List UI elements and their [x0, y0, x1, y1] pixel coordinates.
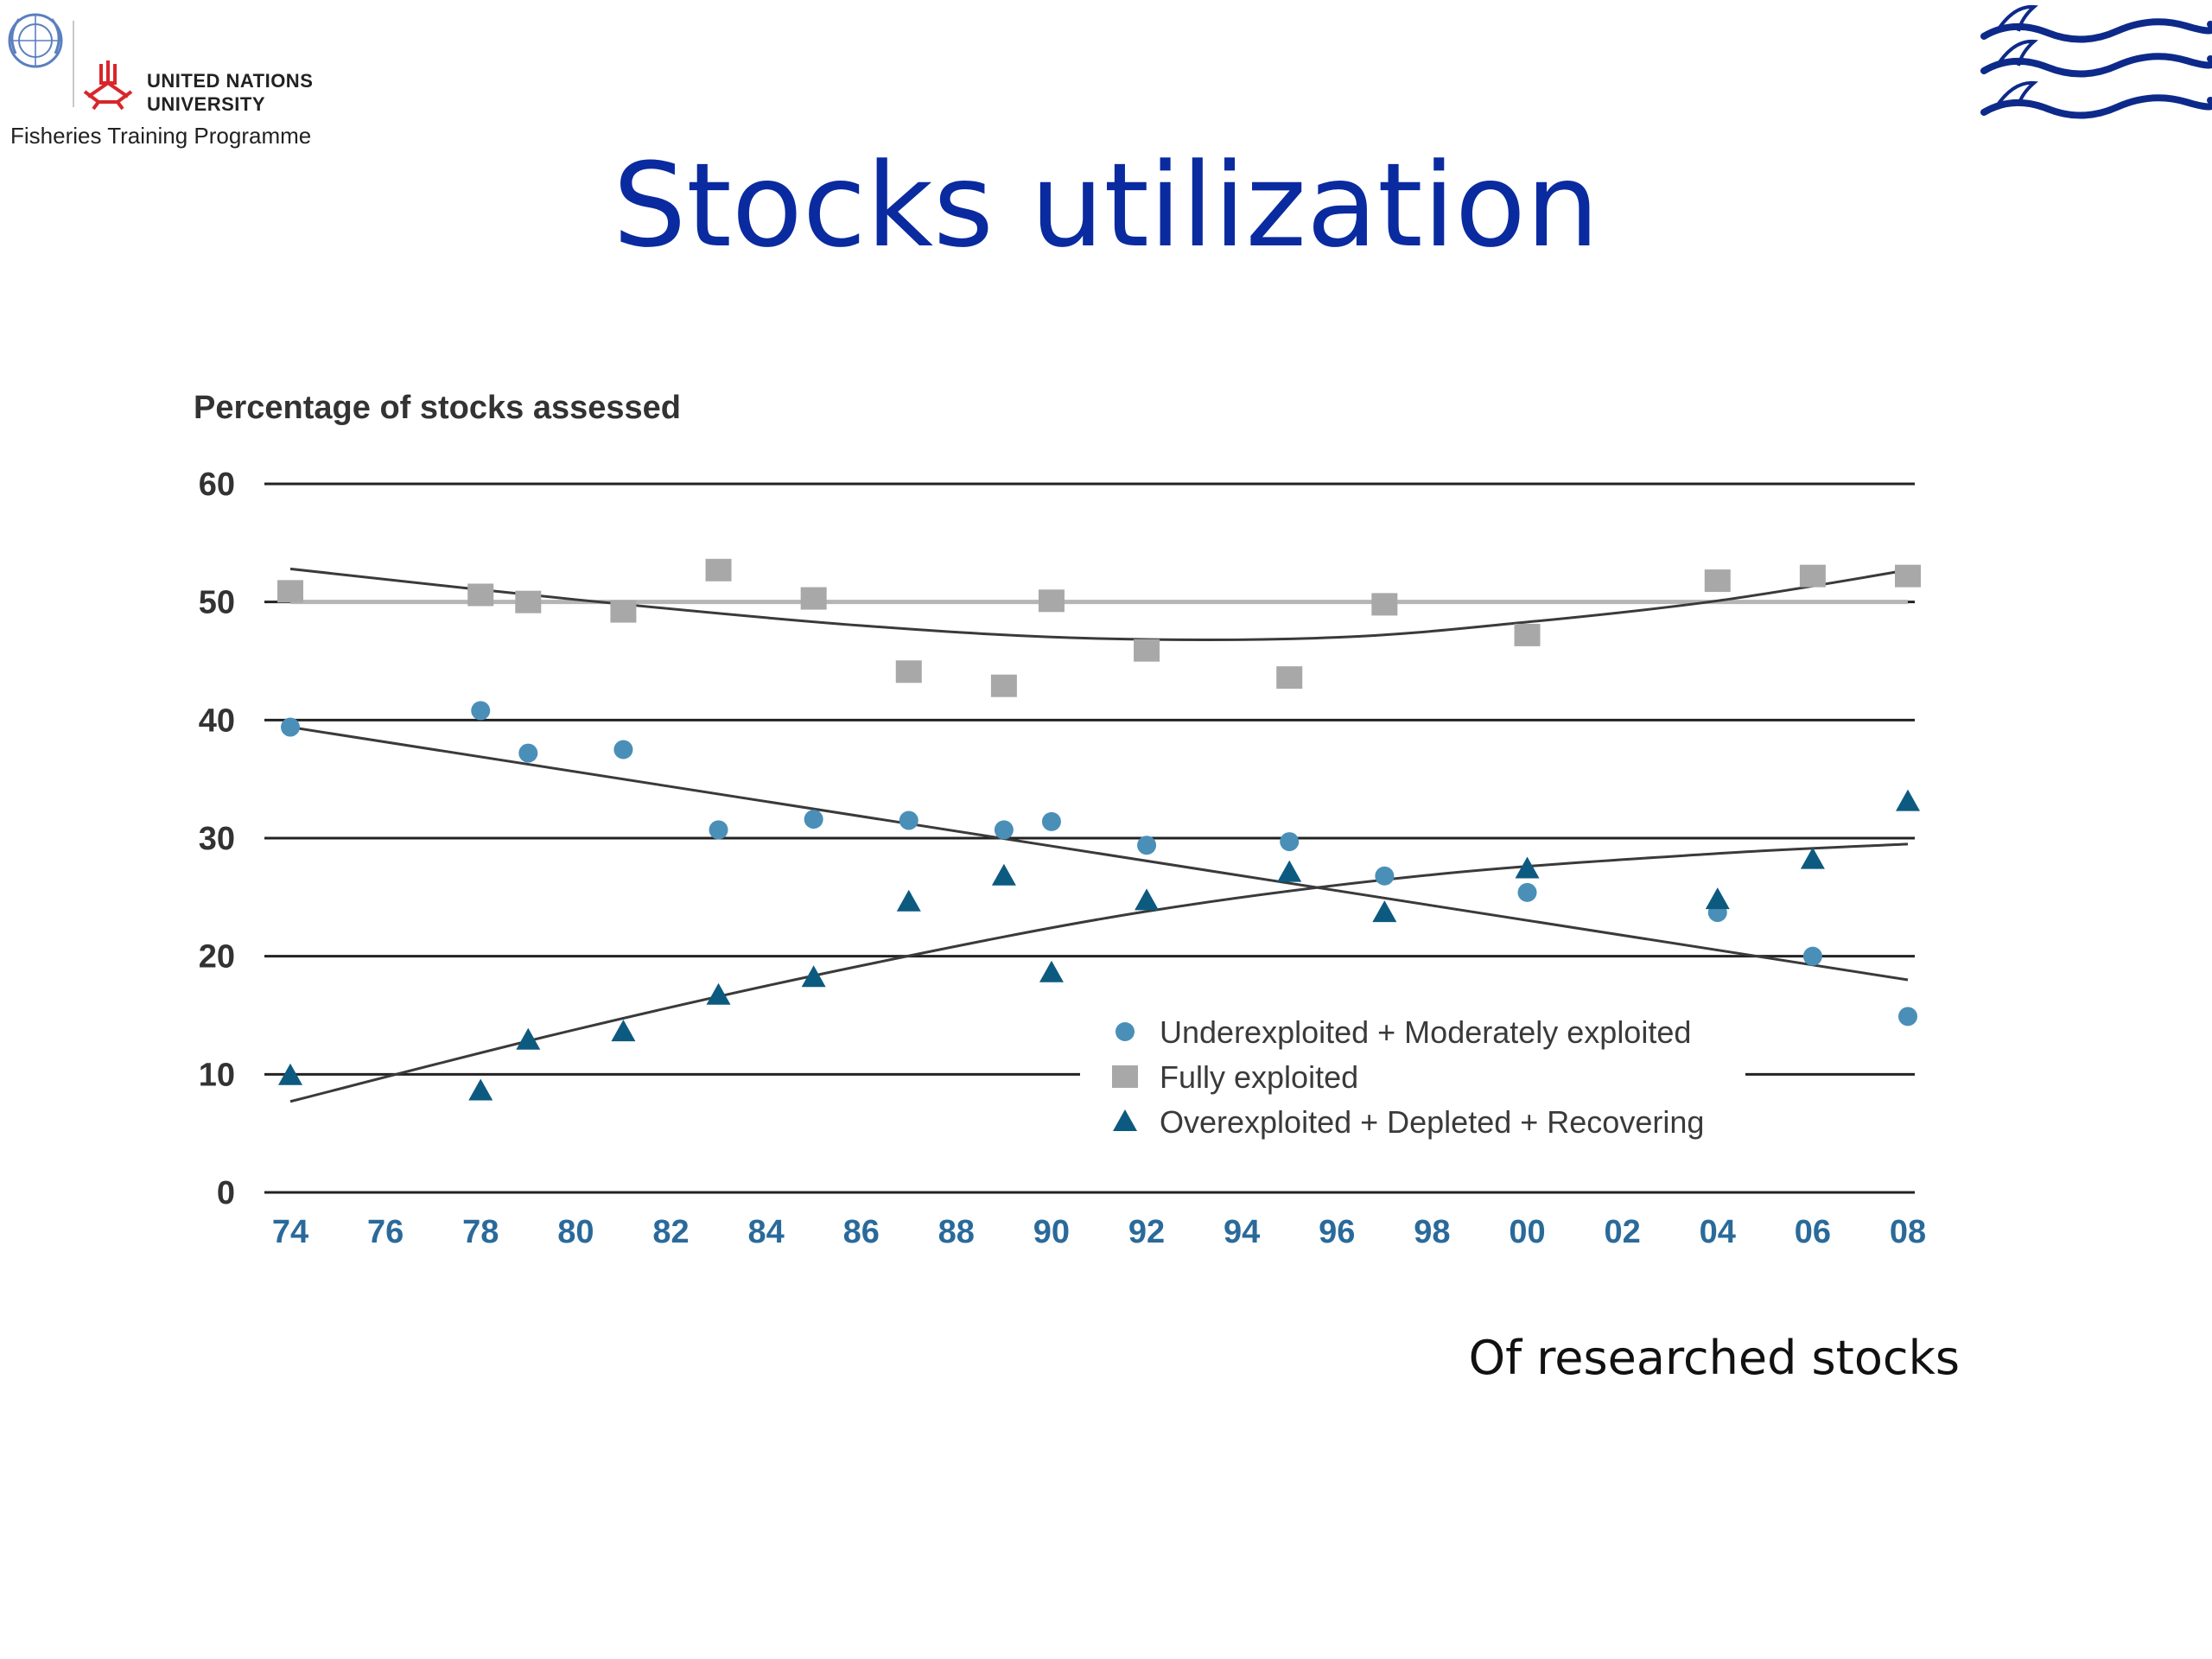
circle-point — [709, 820, 728, 840]
square-point — [800, 587, 827, 610]
square-point — [610, 600, 637, 623]
legend-label: Overexploited + Depleted + Recovering — [1160, 1104, 1704, 1140]
triangle-point — [278, 1063, 302, 1085]
x-tick-label: 02 — [1605, 1214, 1641, 1250]
triangle-point — [801, 965, 826, 988]
square-point — [990, 674, 1017, 697]
legend-label: Underexploited + Moderately exploited — [1160, 1014, 1691, 1050]
square-point — [277, 580, 303, 603]
x-tick-label: 90 — [1033, 1214, 1070, 1250]
x-tick-label: 98 — [1414, 1214, 1450, 1250]
triangle-point — [896, 889, 921, 912]
x-tick-label: 86 — [843, 1214, 880, 1250]
circle-point — [1280, 832, 1300, 852]
logo-line2: UNIVERSITY — [147, 93, 266, 115]
y-tick-label: 40 — [199, 702, 235, 739]
un-emblem-icon — [8, 13, 63, 68]
y-tick-label: 20 — [199, 939, 235, 976]
y-tick-label: 50 — [199, 585, 235, 621]
x-tick-label: 96 — [1319, 1214, 1355, 1250]
logo-divider — [73, 21, 74, 107]
triangle-point — [706, 982, 731, 1005]
triangle-point — [1705, 887, 1730, 910]
square-point — [1514, 623, 1541, 646]
legend-label: Fully exploited — [1160, 1059, 1358, 1095]
legend-marker — [1112, 1065, 1138, 1088]
triangle-point — [1135, 888, 1160, 911]
circle-point — [899, 810, 918, 830]
circle-point — [804, 810, 823, 830]
y-tick-label: 30 — [199, 821, 235, 857]
square-point — [1704, 569, 1731, 593]
trend-line — [289, 726, 1909, 982]
triangle-point — [468, 1078, 493, 1101]
x-tick-label: 74 — [272, 1214, 308, 1250]
square-point — [1799, 564, 1826, 588]
circle-point — [613, 740, 633, 760]
circle-point — [1137, 836, 1157, 855]
stocks-chart: Percentage of stocks assessed 0 10 20 30 40 5… — [194, 390, 1926, 1250]
triangle-point — [1277, 860, 1302, 882]
x-tick-label: 82 — [652, 1214, 689, 1250]
x-tick-label: 88 — [938, 1214, 975, 1250]
triangle-point — [1372, 900, 1397, 923]
circle-point — [1517, 882, 1537, 902]
circle-point — [281, 717, 300, 737]
square-point — [1038, 589, 1065, 613]
caption: Of researched stocks — [1468, 1331, 1960, 1385]
x-tick-label: 04 — [1700, 1214, 1736, 1250]
square-point — [705, 558, 732, 582]
x-tick-label: 06 — [1795, 1214, 1831, 1250]
logo-block: UNITED NATIONS UNIVERSITY Fisheries Trai… — [0, 0, 346, 164]
programme-name: Fisheries Training Programme — [10, 123, 312, 149]
square-point — [895, 660, 922, 683]
square-point — [515, 590, 542, 613]
unu-name: UNITED NATIONS UNIVERSITY — [147, 69, 313, 116]
circle-point — [1375, 866, 1395, 886]
y-tick-label: 60 — [199, 467, 235, 503]
circle-point — [1898, 1007, 1917, 1027]
x-tick-label: 92 — [1128, 1214, 1165, 1250]
square-point — [467, 583, 494, 607]
y-tick-label: 0 — [217, 1175, 235, 1211]
waves-logo-icon — [1980, 4, 2212, 119]
legend-marker — [1113, 1109, 1137, 1131]
square-point — [1134, 639, 1160, 662]
triangle-point — [1039, 960, 1064, 982]
square-point — [1276, 666, 1303, 690]
triangle-point — [611, 1020, 636, 1042]
x-tick-label: 00 — [1509, 1214, 1545, 1250]
circle-point — [471, 701, 491, 721]
trend-line — [289, 842, 1909, 1103]
triangle-point — [991, 863, 1016, 886]
circle-point — [1802, 946, 1822, 966]
x-tick-label: 78 — [462, 1214, 499, 1250]
x-tick-label: 80 — [557, 1214, 594, 1250]
triangle-point — [1896, 789, 1920, 811]
square-point — [1371, 593, 1398, 616]
x-tick-label: 08 — [1890, 1214, 1926, 1250]
circle-point — [994, 820, 1014, 840]
x-tick-label: 94 — [1224, 1214, 1260, 1250]
x-tick-label: 84 — [747, 1214, 784, 1250]
circle-point — [1041, 811, 1061, 831]
circle-point — [518, 743, 538, 763]
y-tick-label: 10 — [199, 1057, 235, 1093]
unu-emblem-icon — [83, 60, 133, 111]
logo-line1: UNITED NATIONS — [147, 70, 314, 92]
legend-marker — [1116, 1022, 1135, 1041]
triangle-point — [1800, 847, 1825, 869]
x-tick-label: 76 — [367, 1214, 404, 1250]
slide-title: Stocks utilization — [613, 138, 1599, 273]
chart-title: Percentage of stocks assessed — [194, 390, 681, 426]
triangle-point — [516, 1027, 541, 1050]
triangle-point — [1515, 856, 1540, 879]
square-point — [1895, 564, 1921, 588]
